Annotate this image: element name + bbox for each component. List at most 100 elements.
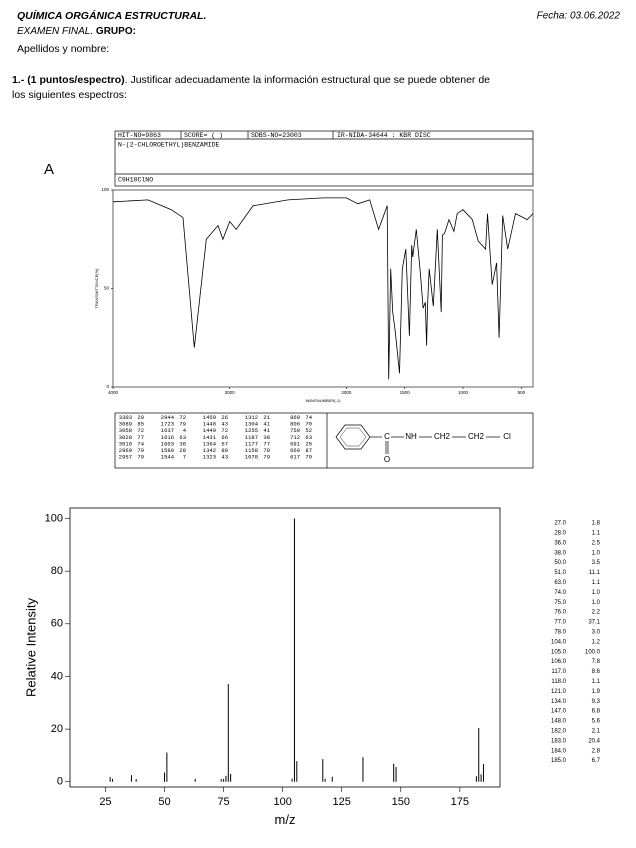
question-number: 1.-: [12, 74, 25, 86]
question-line: 1.- (1 puntos/espectro). Justificar adec…: [12, 74, 490, 86]
peak-table-box: [114, 412, 534, 469]
peak-transmittance: 38: [179, 440, 186, 447]
peak-wavenumber: 3028: [119, 434, 132, 441]
y-tick-label: 0: [57, 776, 63, 788]
ms-mz: 182.0: [551, 728, 567, 734]
atom: CH2: [468, 432, 485, 441]
ms-intensity: 2.8: [592, 748, 601, 754]
plot-frame: [112, 189, 534, 388]
formula: C9H10ClNO: [118, 177, 153, 184]
structure: C NH CH2 CH2 Cl O: [384, 432, 511, 464]
ms-intensity: 20.4: [588, 738, 600, 744]
hit-no: HIT-NO=9863: [118, 132, 161, 139]
y-axis-label: Relative Intensity: [23, 598, 38, 697]
ms-mz: 38.0: [554, 550, 566, 556]
ms-table: 27.0 1.8 28.0 1.1 36.0 2.5 38.0 1.0 50.0 3.5 51.0 1…: [551, 521, 601, 765]
x-tick-label: 150: [392, 796, 410, 808]
y-tick-label: 0: [106, 384, 109, 389]
peak-transmittance: 85: [137, 421, 144, 428]
peak-wavenumber: 1323: [203, 454, 216, 461]
x-tick-label: 100: [273, 796, 291, 808]
peak-transmittance: 38: [263, 434, 270, 441]
ms-intensity: 6.8: [592, 709, 601, 715]
ms-mz: 117.0: [551, 669, 566, 675]
question-points: (1 puntos/espectro): [27, 74, 124, 86]
peak-transmittance: 77: [263, 440, 270, 447]
x-tick-label: 125: [333, 796, 351, 808]
benzene-ring: [335, 424, 371, 450]
title: QUÍMICA ORGÁNICA ESTRUCTURAL.: [17, 9, 206, 22]
ms-intensity: 37.1: [588, 620, 600, 626]
peak-transmittance: 77: [137, 434, 144, 441]
ms-mz: 147.0: [551, 709, 567, 715]
peak-transmittance: 78: [263, 447, 270, 454]
ms-mz: 105.0: [551, 649, 567, 655]
exam-line: EXAMEN FINAL. GRUPO:: [17, 26, 136, 37]
ms-intensity: 1.1: [592, 679, 601, 685]
ms-mz: 28.0: [554, 530, 566, 536]
x-tick-label: 25: [99, 796, 111, 808]
question-text: los siguientes espectros:: [12, 89, 127, 101]
atom: Cl: [503, 432, 511, 441]
peak-transmittance: 70: [305, 454, 312, 461]
peak-transmittance: 72: [137, 427, 144, 434]
peak-wavenumber: 1078: [245, 454, 258, 461]
peak-wavenumber: 1431: [203, 434, 217, 441]
peak-wavenumber: 750: [290, 427, 300, 434]
ms-mz: 76.0: [554, 610, 566, 616]
peak-transmittance: 70: [305, 421, 312, 428]
ms-intensity: 1.2: [592, 639, 601, 645]
peak-wavenumber: 660: [290, 447, 300, 454]
peak-wavenumber: 1580: [161, 447, 174, 454]
date: Fecha: 03.06.2022: [537, 11, 621, 22]
x-tick-label: 1500: [400, 390, 411, 395]
peak-wavenumber: 3303: [119, 414, 132, 421]
peak-transmittance: 43: [221, 421, 228, 428]
group: GRUPO:: [96, 26, 136, 37]
compound: N-(2-CHLOROETHYL)BENZAMIDE: [118, 142, 220, 149]
peak-transmittance: 7: [183, 454, 186, 461]
x-tick-label: 4000: [108, 390, 119, 395]
peak-wavenumber: 1459: [203, 414, 216, 421]
peak-transmittance: 63: [305, 434, 312, 441]
ms-intensity: 1.1: [592, 580, 601, 586]
peak-wavenumber: 2944: [161, 414, 175, 421]
atom: CH2: [434, 432, 451, 441]
peak-wavenumber: 1304: [245, 421, 259, 428]
peak-wavenumber: 691: [290, 440, 301, 447]
peak-transmittance: 57: [221, 440, 228, 447]
ms-intensity: 1.0: [592, 550, 601, 556]
peak-transmittance: 79: [137, 447, 144, 454]
peak-transmittance: 41: [263, 421, 270, 428]
benzene-inner: [339, 427, 367, 447]
ms-intensity: 7.8: [592, 659, 601, 665]
peak-wavenumber: 1187: [245, 434, 258, 441]
ms-intensity: 2.5: [592, 540, 601, 546]
peak-wavenumber: 1637: [161, 427, 174, 434]
ms-intensity: 1.0: [592, 590, 601, 596]
ms-intensity: 100.0: [585, 649, 601, 655]
atom: NH: [405, 432, 417, 441]
x-tick-label: 2000: [341, 390, 352, 395]
ms-mz: 74.0: [554, 590, 566, 596]
ms-intensity: 11.1: [589, 570, 601, 576]
ms-intensity: 1.9: [592, 689, 601, 695]
question-text: . Justificar adecuadamente la informació…: [125, 74, 491, 86]
peak-wavenumber: 1364: [203, 440, 217, 447]
peak-transmittance: 63: [179, 434, 186, 441]
x-tick-label: 75: [217, 796, 229, 808]
peak-transmittance: 21: [263, 414, 270, 421]
y-tick-label: 100: [101, 187, 109, 192]
ms-intensity: 2.1: [592, 728, 601, 734]
ms-mz: 183.0: [551, 738, 567, 744]
peak-wavenumber: 3058: [119, 427, 132, 434]
ms-intensity: 8.6: [592, 669, 601, 675]
score: SCORE= ( ): [184, 132, 223, 139]
ms-mz: 121.0: [551, 689, 567, 695]
ms-mz: 118.0: [551, 679, 566, 685]
peak-transmittance: 80: [221, 447, 228, 454]
peak-transmittance: 4: [183, 427, 187, 434]
peak-wavenumber: 2969: [119, 447, 132, 454]
